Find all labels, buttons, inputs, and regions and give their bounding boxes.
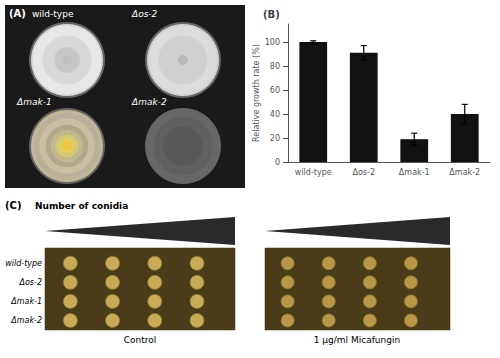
svg-text:wild-type: wild-type [5,259,42,268]
svg-text:Δmak-1: Δmak-1 [10,297,42,306]
svg-text:Δos-2: Δos-2 [131,9,158,19]
svg-text:100: 100 [265,38,280,47]
svg-text:60: 60 [270,86,280,95]
svg-text:Relative growth rate (%): Relative growth rate (%) [252,44,261,142]
svg-text:Number of conidia: Number of conidia [35,201,128,211]
svg-text:Δmak-2: Δmak-2 [131,97,167,107]
svg-text:(A): (A) [9,8,26,19]
svg-text:1 μg/ml Micafungin: 1 μg/ml Micafungin [314,335,400,345]
svg-text:Δmak-1: Δmak-1 [16,97,52,107]
svg-text:wild-type: wild-type [32,9,74,19]
svg-text:Δmak-2: Δmak-2 [10,316,42,325]
svg-text:80: 80 [270,62,280,71]
svg-text:(B): (B) [263,9,280,20]
svg-text:Control: Control [124,335,157,345]
svg-text:20: 20 [270,134,280,143]
svg-text:0: 0 [275,158,280,167]
svg-text:Δmak-1: Δmak-1 [399,168,430,177]
svg-text:Δos-2: Δos-2 [352,168,375,177]
svg-text:(C): (C) [5,200,21,211]
svg-text:Δmak-2: Δmak-2 [449,168,480,177]
svg-text:40: 40 [270,110,280,119]
svg-text:wild-type: wild-type [295,168,332,177]
svg-text:Δos-2: Δos-2 [18,278,42,287]
